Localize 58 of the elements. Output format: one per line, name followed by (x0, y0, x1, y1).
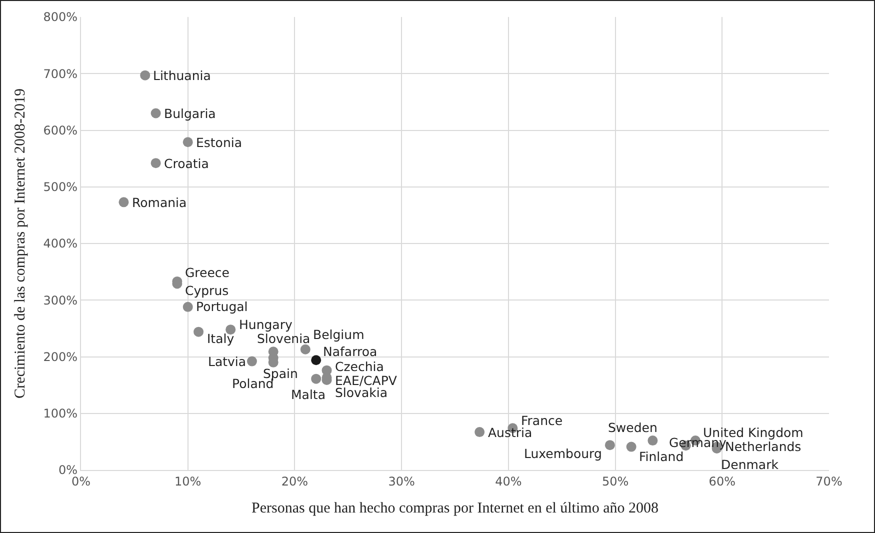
annotation: Estonia (196, 135, 242, 150)
point (626, 442, 636, 452)
x-tick-label: 40% (495, 474, 522, 488)
x-tick-label: 20% (281, 474, 308, 488)
point (311, 355, 322, 366)
annotation: Sweden (608, 420, 658, 435)
annotation: Denmark (721, 457, 780, 472)
point (300, 344, 310, 354)
y-tick-label: 200% (43, 350, 78, 364)
annotation: Netherlands (725, 439, 802, 454)
annotation: Nafarroa (323, 344, 378, 359)
point (246, 356, 257, 366)
annotation: France (521, 413, 563, 428)
annotation: Lithuania (153, 68, 211, 83)
point (604, 440, 615, 450)
annotation: Malta (291, 387, 326, 402)
annotation: Croatia (164, 156, 209, 171)
y-tick-label: 800% (43, 10, 78, 24)
annotation: Romania (132, 195, 187, 210)
x-tick-label: 10% (174, 474, 202, 488)
point (182, 302, 193, 312)
point (311, 374, 322, 384)
annotation: Austria (488, 425, 532, 440)
y-tick-label: 300% (43, 293, 78, 308)
point (118, 197, 129, 208)
annotation: Slovenia (257, 331, 310, 346)
x-axis-title: Personas que han hecho compras por Internet en el último año 2008 (252, 500, 658, 516)
annotation: Portugal (196, 299, 248, 314)
y-tick-label: 600% (43, 123, 78, 138)
annotation: Hungary (239, 317, 293, 332)
x-tick-label: 70% (816, 474, 842, 488)
point (194, 326, 204, 337)
annotation: Greece (185, 265, 230, 280)
annotation: United Kingdom (703, 425, 804, 440)
annotation: Bulgaria (164, 106, 216, 121)
point (150, 108, 161, 118)
annotation: Belgium (313, 327, 364, 342)
annotation: Czechia (335, 359, 384, 374)
point (150, 158, 161, 168)
y-tick-label: 500% (43, 180, 78, 194)
annotation: Latvia (208, 354, 246, 369)
point (474, 427, 485, 438)
annotation: Slovakia (335, 385, 388, 400)
y-tick-label: 400% (43, 236, 78, 251)
y-tick-label: 100% (43, 406, 78, 421)
annotation: Italy (207, 331, 235, 346)
annotation: EAE/CAPV (335, 373, 398, 388)
y-tick-label: 700% (43, 66, 78, 81)
point (182, 137, 193, 148)
x-tick-label: 50% (602, 474, 629, 488)
x-tick-label: 30% (388, 474, 415, 488)
annotation: Finland (639, 449, 684, 464)
annotation: Luxembourg (524, 446, 602, 461)
y-axis-title: Crecimiento de las compras por Internet 2008-2019 (12, 88, 29, 398)
annotation: Cyprus (185, 283, 229, 298)
x-tick-label: 60% (708, 474, 736, 488)
point (140, 70, 150, 80)
point (648, 436, 658, 446)
